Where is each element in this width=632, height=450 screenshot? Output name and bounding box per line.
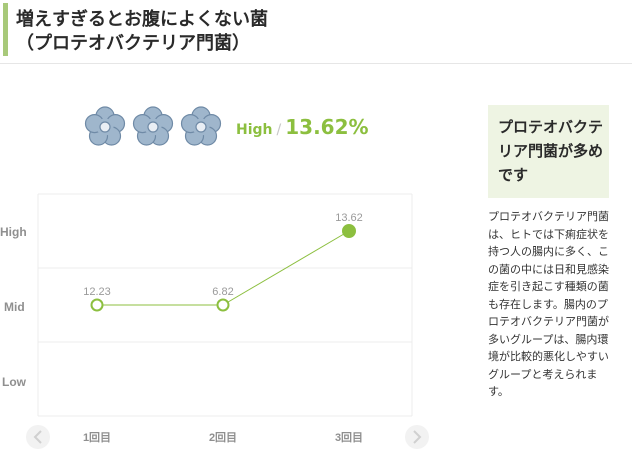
x-tick-label-2: 2回目	[209, 430, 237, 444]
flower-icon	[132, 106, 174, 146]
page-header: 増えすぎるとお腹によくない菌 （プロテオバクテリア門菌）	[0, 0, 632, 64]
x-tick-label-3: 3回目	[335, 430, 363, 444]
level-separator: /	[276, 122, 282, 138]
summary-box: プロテオバクテリア門菌が多めです	[488, 105, 609, 198]
data-value-label: 6.82	[212, 286, 233, 298]
series-line-segment	[222, 230, 350, 306]
header-accent-bar	[3, 3, 8, 56]
chevron-right-icon	[413, 430, 422, 444]
y-band-label-low: Low	[2, 375, 27, 389]
flower-icon	[180, 106, 222, 146]
trend-chart: High Mid Low 12.23 6.82 13.62 1回目 2回目 3回目	[0, 193, 429, 449]
level-readout: High/13.62%	[236, 115, 369, 139]
summary-body: プロテオバクテリア門菌は、ヒトでは下痢症状を持つ人の腸内に多く、この菌の中には日…	[488, 210, 609, 398]
next-button[interactable]	[405, 425, 429, 449]
data-point[interactable]	[90, 298, 104, 312]
flower-icon	[84, 106, 126, 146]
chart-grid	[37, 193, 413, 417]
chart-series: 12.23 6.82 13.62	[83, 212, 363, 312]
chevron-left-icon	[33, 430, 42, 444]
x-tick-label-1: 1回目	[83, 430, 111, 444]
level-percent: 13.62%	[285, 115, 369, 139]
page-title-line1: 増えすぎるとお腹によくない菌	[16, 9, 268, 30]
data-value-label: 13.62	[335, 212, 363, 224]
level-label: High	[236, 122, 273, 138]
prev-button[interactable]	[26, 425, 50, 449]
summary-heading: プロテオバクテリア門菌が多めです	[498, 118, 604, 184]
data-point[interactable]	[342, 224, 356, 238]
data-point[interactable]	[216, 298, 230, 312]
y-band-label-mid: Mid	[4, 300, 25, 314]
data-value-label: 12.23	[83, 286, 111, 298]
y-band-label-high: High	[0, 225, 27, 239]
page-title-line2: （プロテオバクテリア門菌）	[16, 33, 250, 54]
